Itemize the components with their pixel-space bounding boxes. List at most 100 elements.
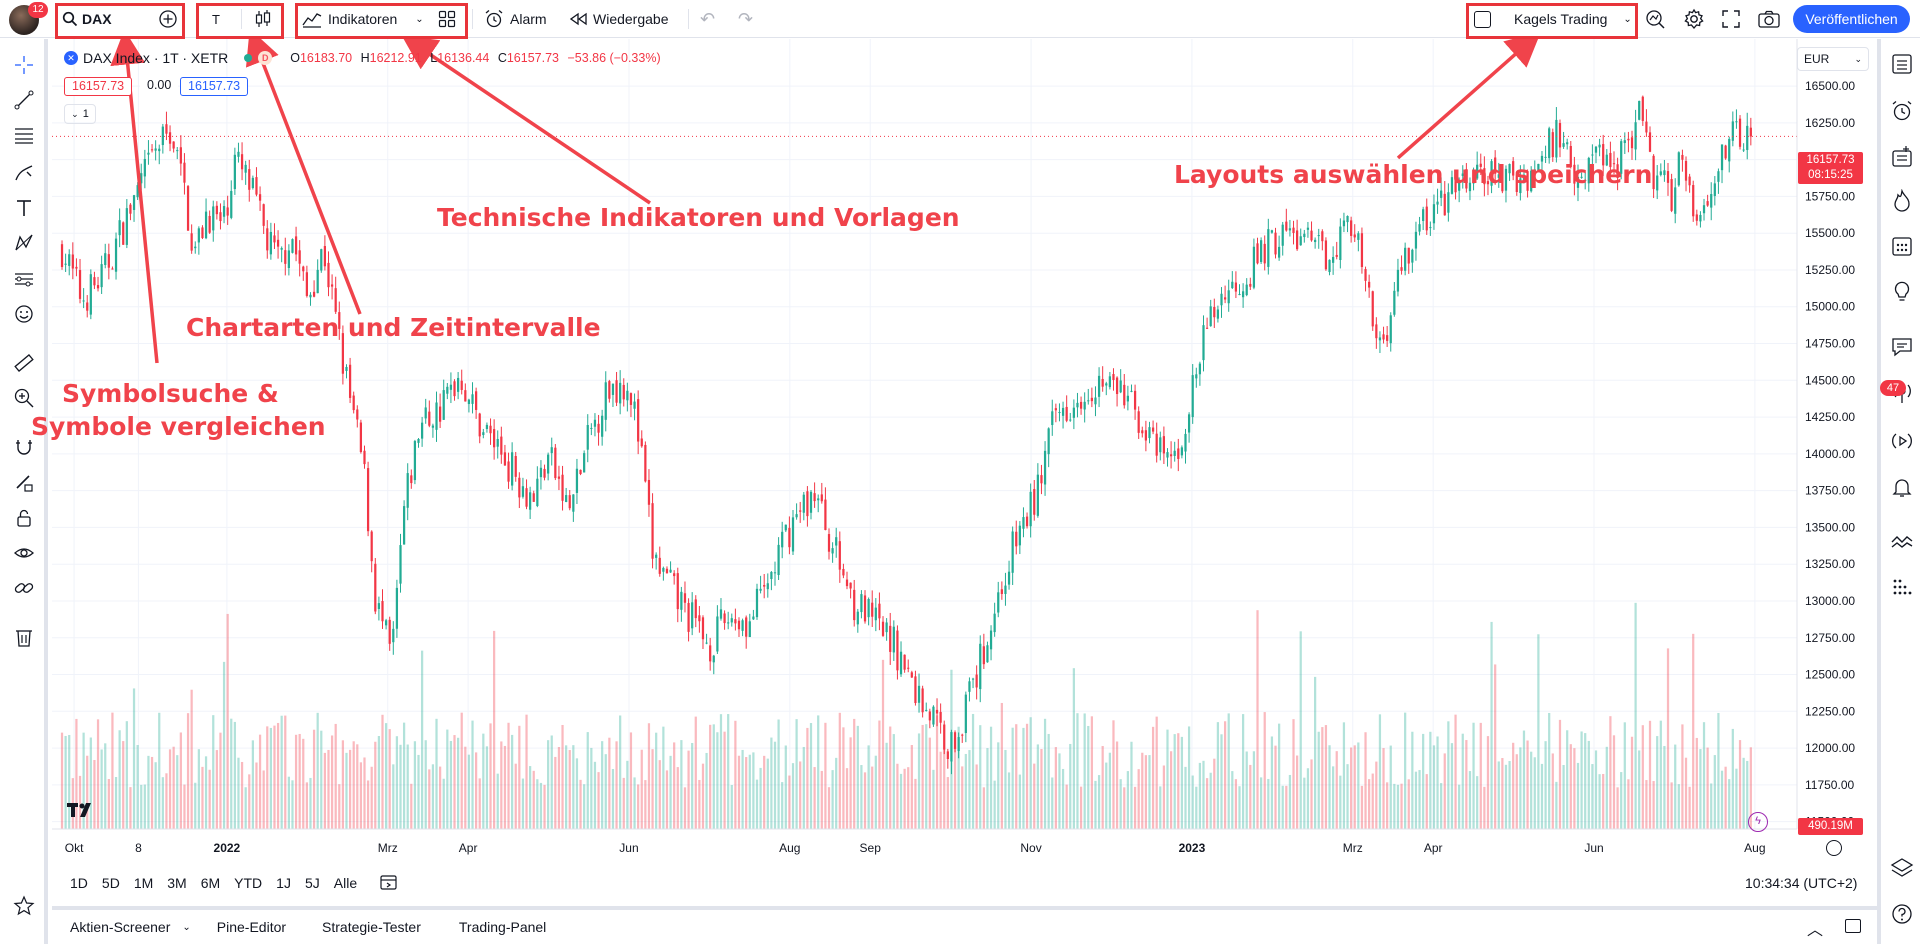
interval-button[interactable]: T	[212, 11, 220, 27]
legend-title[interactable]: DAX Index · 1T · XETR	[83, 50, 229, 66]
watchlist-button[interactable]	[1886, 48, 1918, 80]
volume-bar	[475, 752, 478, 829]
volume-bar	[1184, 766, 1187, 829]
brush-tool[interactable]	[8, 157, 40, 189]
text-icon	[17, 200, 31, 216]
volume-bar	[640, 749, 643, 829]
range-1d[interactable]: 1D	[70, 875, 88, 891]
pattern-tool[interactable]	[8, 227, 40, 259]
templates-button[interactable]	[438, 6, 456, 32]
open-label: O	[290, 51, 300, 65]
volume-bar	[1497, 761, 1500, 829]
ideas-button[interactable]	[1886, 275, 1918, 307]
chart-type-button[interactable]	[254, 6, 272, 32]
volume-bar	[255, 762, 258, 829]
range-1j[interactable]: 1J	[276, 875, 291, 891]
clock-timezone[interactable]: 10:34:34 (UTC+2)	[1745, 875, 1858, 891]
lock-tool[interactable]	[8, 502, 40, 534]
forecast-tool[interactable]	[8, 263, 40, 295]
quick-search-button[interactable]	[1644, 6, 1666, 32]
volume-bar	[464, 746, 467, 829]
text-tool[interactable]	[8, 192, 40, 224]
lightning-icon[interactable]: ϟ	[1748, 812, 1768, 832]
alarm-button[interactable]: Alarm	[484, 6, 547, 32]
collapse-legend-button[interactable]: ⌄ 1	[64, 104, 96, 124]
sell-price-box[interactable]: 16157.73	[64, 77, 133, 96]
snapshot-button[interactable]	[1757, 6, 1781, 32]
range-all[interactable]: Alle	[333, 875, 358, 891]
measure-tool[interactable]	[8, 347, 40, 379]
candle-body	[1425, 206, 1428, 231]
candle-body	[773, 572, 777, 574]
buy-price-box[interactable]: 16157.73	[180, 77, 249, 96]
volume-bar	[737, 755, 741, 829]
bottom-panel-tabs: Aktien-Screener ⌄ Pine-Editor Strategie-…	[52, 906, 1877, 944]
object-tree-icon	[1892, 146, 1912, 167]
range-5d[interactable]: 5D	[101, 875, 120, 891]
range-6m[interactable]: 6M	[200, 875, 221, 891]
range-1m[interactable]: 1M	[133, 875, 154, 891]
symbol-search[interactable]: DAX	[62, 6, 112, 32]
link-tool[interactable]	[8, 572, 40, 604]
volume-bar	[262, 770, 265, 829]
candle-body	[1436, 201, 1439, 205]
icon-tool[interactable]	[8, 298, 40, 330]
object-tree-button[interactable]	[1886, 141, 1918, 173]
volume-bar	[1025, 723, 1029, 829]
publish-button[interactable]: Veröffentlichen	[1793, 5, 1910, 33]
zoom-tool[interactable]	[8, 382, 40, 414]
volume-bar	[597, 772, 600, 829]
indicators-button[interactable]: Indikatoren ⌄	[302, 6, 424, 32]
layers-button[interactable]	[1886, 852, 1918, 884]
go-to-settings-icon[interactable]	[1826, 840, 1842, 856]
crosshair-icon	[15, 56, 33, 74]
tab-pine-editor[interactable]: Pine-Editor	[216, 919, 287, 935]
candle-body	[1105, 383, 1108, 386]
hotlists-button[interactable]	[1886, 185, 1918, 217]
delete-tool[interactable]	[8, 621, 40, 653]
chevron-up-icon[interactable]: ︿	[1807, 922, 1824, 939]
streams-button[interactable]	[1886, 425, 1918, 457]
replay-button[interactable]: Wiedergabe	[570, 6, 669, 32]
trend-line-tool[interactable]	[8, 84, 40, 116]
candle-body	[1670, 179, 1673, 211]
volume-bar	[1537, 634, 1540, 829]
range-ytd[interactable]: YTD	[234, 875, 263, 891]
settings-button[interactable]	[1683, 6, 1705, 32]
compare-symbols-button[interactable]	[158, 6, 178, 32]
candle-body	[781, 531, 784, 548]
currency-selector[interactable]: EUR ⌄	[1797, 47, 1869, 71]
chevron-down-icon[interactable]: ⌄	[182, 921, 191, 933]
tab-trading-panel[interactable]: Trading-Panel	[458, 919, 547, 935]
calendar-button[interactable]	[1886, 230, 1918, 262]
date-range-button[interactable]	[379, 873, 399, 894]
candle-body	[1033, 489, 1036, 515]
trading-panel-button[interactable]	[1886, 526, 1918, 558]
candle-body	[716, 616, 719, 652]
depth-button[interactable]	[1886, 571, 1918, 603]
fib-tool[interactable]	[8, 119, 40, 151]
notifications-button[interactable]	[1886, 471, 1918, 503]
range-3m[interactable]: 3M	[167, 875, 187, 891]
maximize-panel-icon[interactable]	[1845, 919, 1861, 933]
redo-button[interactable]: ↷	[738, 6, 753, 32]
alerts-button[interactable]	[1886, 95, 1918, 127]
tab-screener[interactable]: Aktien-Screener	[70, 919, 171, 935]
undo-button[interactable]: ↶	[700, 6, 715, 32]
time-axis[interactable]: Okt 8 2022 Mrz Apr Jun Aug Sep Nov 2023 Mrz Apr Jun A…	[52, 828, 1797, 855]
forecast-icon	[15, 273, 33, 287]
help-button[interactable]	[1886, 898, 1918, 930]
stay-drawing-tool[interactable]	[8, 466, 40, 498]
favorites-tool[interactable]	[8, 890, 40, 922]
chats-button[interactable]	[1886, 331, 1918, 363]
price-chart[interactable]: 16500.0016250.0016000.0015750.0015500.00…	[52, 39, 1877, 868]
fullscreen-button[interactable]	[1721, 6, 1741, 32]
tab-strategy-tester[interactable]: Strategie-Tester	[322, 919, 421, 935]
volume-bar	[266, 726, 269, 829]
candle-body	[1234, 282, 1238, 292]
hide-tool[interactable]	[8, 537, 40, 569]
magnet-tool[interactable]	[8, 431, 40, 463]
layout-selector[interactable]: Kagels Trading ⌄	[1474, 6, 1632, 32]
range-5j[interactable]: 5J	[304, 875, 320, 891]
crosshair-tool[interactable]	[8, 49, 40, 81]
